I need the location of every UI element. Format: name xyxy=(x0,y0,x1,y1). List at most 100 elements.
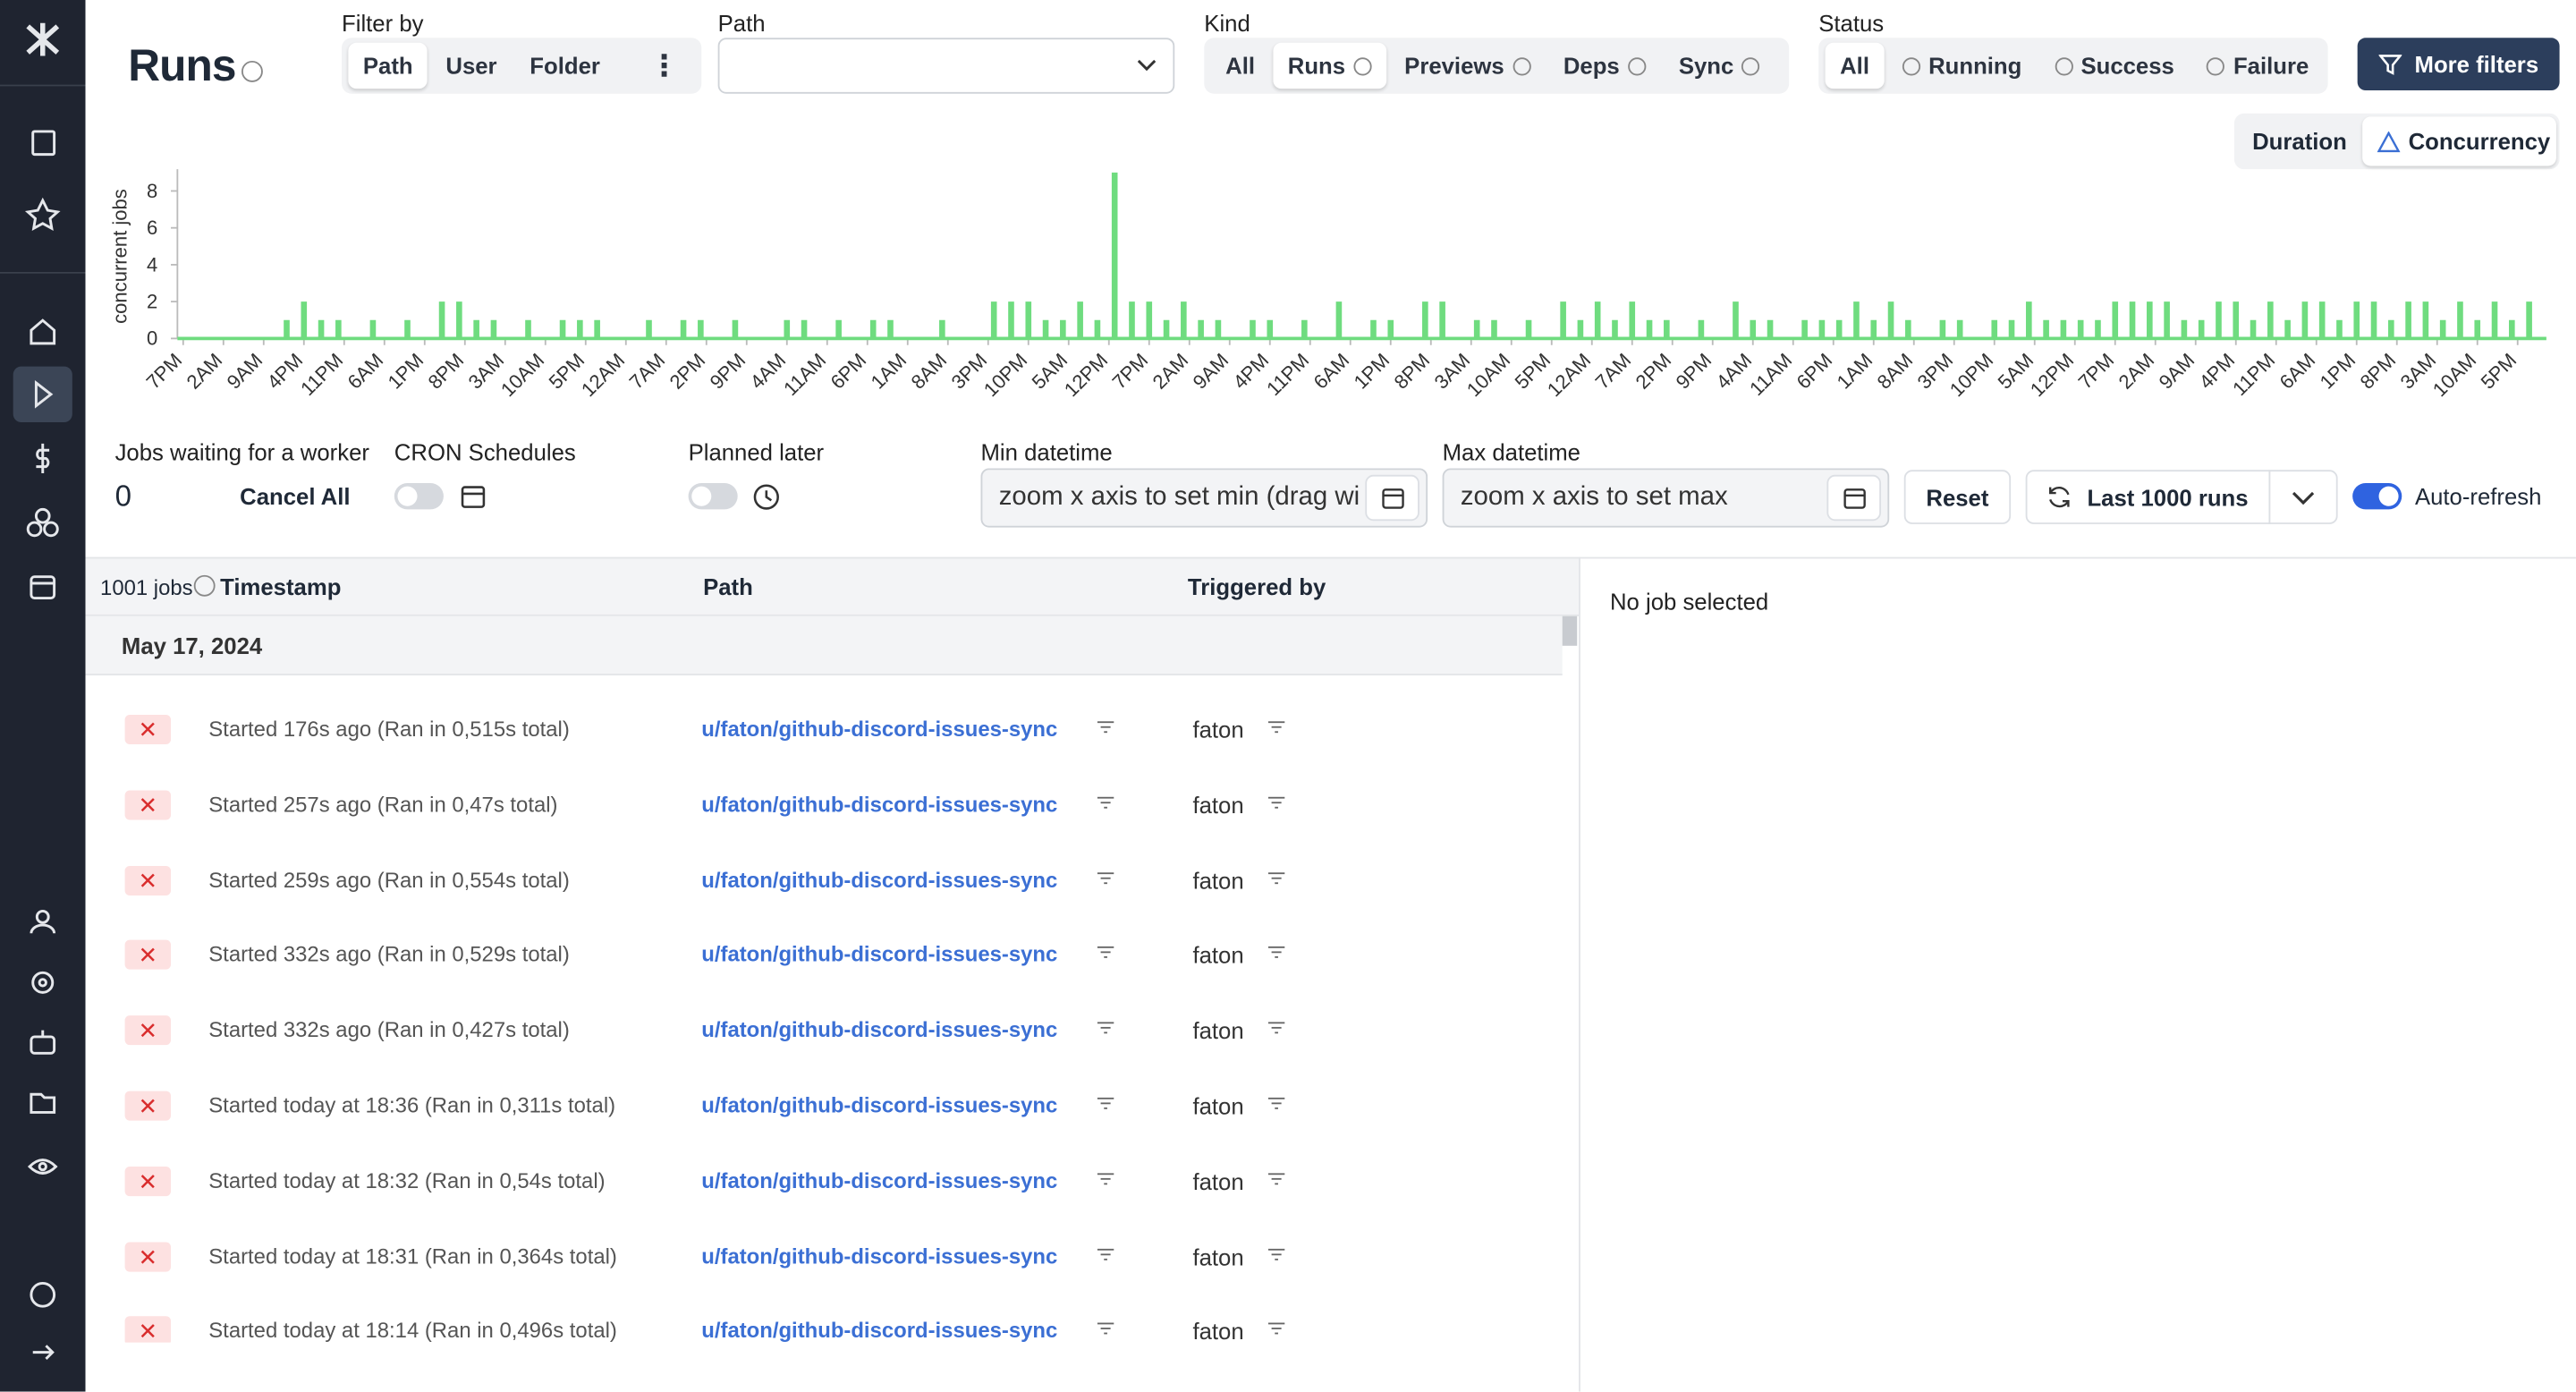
icon[interactable] xyxy=(35,909,50,924)
option[interactable]: Running xyxy=(1887,43,2037,89)
option[interactable]: Previews xyxy=(1390,43,1546,89)
filter-icon[interactable] xyxy=(1267,1248,1285,1263)
info-icon[interactable] xyxy=(193,574,216,597)
failure-badge: ✕ xyxy=(124,1015,172,1046)
path-link[interactable]: u/faton/github-discord-issues-sync xyxy=(701,1318,1058,1343)
last-runs-button[interactable]: Last 1000 runs xyxy=(2025,470,2271,524)
more-menu[interactable]: ⋮ xyxy=(648,48,680,81)
bar xyxy=(784,319,791,339)
path-link[interactable]: u/faton/github-discord-issues-sync xyxy=(701,1092,1058,1117)
clock-icon[interactable] xyxy=(752,483,780,511)
job-row[interactable]: ✕ Started 332s ago (Ran in 0,427s total) u… xyxy=(86,993,1563,1068)
option[interactable]: User xyxy=(445,52,497,80)
option[interactable]: All xyxy=(1825,42,1885,89)
path-link[interactable]: u/faton/github-discord-issues-sync xyxy=(701,791,1058,817)
icon[interactable] xyxy=(31,130,56,157)
filter-icon[interactable] xyxy=(1097,946,1114,963)
bar xyxy=(594,319,600,339)
job-row[interactable]: ✕ Started 257s ago (Ran in 0,47s total) u/… xyxy=(86,767,1563,842)
job-row[interactable]: ✕ Started today at 18:36 (Ran in 0,311s t… xyxy=(86,1068,1563,1143)
auto-refresh-toggle[interactable] xyxy=(2352,482,2402,510)
option[interactable]: Duration xyxy=(2252,128,2347,155)
bar xyxy=(1646,319,1653,339)
path-link[interactable]: u/faton/github-discord-issues-sync xyxy=(701,1017,1058,1042)
path-link[interactable]: u/faton/github-discord-issues-sync xyxy=(701,716,1058,742)
min-datetime-input[interactable]: zoom x axis to set min (drag wi xyxy=(980,468,1428,528)
icon[interactable] xyxy=(36,443,50,473)
icon[interactable] xyxy=(34,507,51,524)
filter-icon[interactable] xyxy=(1267,946,1285,963)
planned-toggle[interactable] xyxy=(688,482,738,510)
option[interactable]: Success xyxy=(2040,43,2190,89)
dropdown-button[interactable] xyxy=(2268,470,2338,524)
option[interactable]: Path xyxy=(348,42,428,89)
icon[interactable] xyxy=(30,1281,56,1308)
filter-icon[interactable] xyxy=(1267,1173,1285,1188)
job-row[interactable]: ✕ Started today at 18:32 (Ran in 0,54s to… xyxy=(86,1143,1563,1218)
calendar-icon[interactable] xyxy=(460,483,486,509)
bar xyxy=(2336,319,2343,339)
info-icon[interactable] xyxy=(241,60,263,82)
filter-icon[interactable] xyxy=(1097,721,1114,736)
icon[interactable] xyxy=(24,197,61,232)
bar xyxy=(1077,301,1083,339)
path-select[interactable] xyxy=(717,38,1175,94)
filter-icon[interactable] xyxy=(1267,1097,1285,1113)
filter-icon[interactable] xyxy=(1267,1323,1285,1338)
calendar-button[interactable] xyxy=(1826,474,1882,522)
option[interactable]: Runs xyxy=(1273,42,1386,89)
filter-by: Path User Folder ⋮ xyxy=(342,38,702,94)
icon[interactable] xyxy=(31,971,55,994)
option[interactable]: Folder xyxy=(530,52,600,80)
option[interactable]: Deps xyxy=(1548,43,1660,89)
logo[interactable] xyxy=(26,22,60,56)
option[interactable]: Failure xyxy=(2192,43,2324,89)
bar xyxy=(2060,319,2067,339)
filter-icon[interactable] xyxy=(1267,1022,1285,1038)
filter-icon[interactable] xyxy=(1267,721,1285,736)
scrollbar[interactable] xyxy=(1562,615,1578,646)
column-header[interactable]: Triggered by xyxy=(1187,573,1326,600)
filter-icon[interactable] xyxy=(1097,1097,1114,1113)
column-header[interactable]: Timestamp xyxy=(220,573,342,600)
job-row[interactable]: ✕ Started 332s ago (Ran in 0,529s total) u… xyxy=(86,918,1563,993)
job-row[interactable]: ✕ Started 259s ago (Ran in 0,554s total) u… xyxy=(86,842,1563,917)
icon[interactable] xyxy=(32,1345,55,1360)
label: Filter by xyxy=(342,10,424,37)
icon[interactable] xyxy=(27,1159,58,1175)
path-link[interactable]: u/faton/github-discord-issues-sync xyxy=(701,867,1058,892)
job-row[interactable]: ✕ Started today at 18:14 (Ran in 0,496s t… xyxy=(86,1294,1563,1343)
job-row[interactable]: ✕ Started today at 18:31 (Ran in 0,364s t… xyxy=(86,1218,1563,1294)
column-header[interactable]: Path xyxy=(703,573,753,600)
cron-toggle[interactable] xyxy=(394,482,444,510)
option[interactable]: Concurrency xyxy=(2362,116,2556,166)
calendar-button[interactable] xyxy=(1365,474,1419,522)
filter-icon[interactable] xyxy=(1097,1248,1114,1263)
reset-button[interactable]: Reset xyxy=(1903,470,2012,524)
path-link[interactable]: u/faton/github-discord-issues-sync xyxy=(701,942,1058,967)
icon[interactable] xyxy=(30,318,56,345)
bar xyxy=(2095,319,2101,339)
filter-icon[interactable] xyxy=(1267,796,1285,811)
filter-icon[interactable] xyxy=(1097,1173,1114,1188)
filter-icon[interactable] xyxy=(1097,1022,1114,1038)
icon[interactable] xyxy=(30,575,56,600)
filter-icon[interactable] xyxy=(1267,871,1285,887)
max-datetime-input[interactable]: zoom x axis to set max xyxy=(1442,468,1890,528)
option[interactable]: Sync xyxy=(1664,43,1775,89)
path-link[interactable]: u/faton/github-discord-issues-sync xyxy=(701,1243,1058,1269)
icon[interactable] xyxy=(34,379,54,409)
triggered-by: faton xyxy=(1192,1243,1244,1270)
more-filters-button[interactable]: More filters xyxy=(2357,38,2560,91)
x-tick-label: 8AM xyxy=(1873,349,1918,394)
filter-icon[interactable] xyxy=(1097,1323,1114,1338)
path-link[interactable]: u/faton/github-discord-issues-sync xyxy=(701,1167,1058,1193)
cancel-all-button[interactable]: Cancel All xyxy=(240,482,351,510)
filter-icon[interactable] xyxy=(1097,871,1114,887)
bar xyxy=(1887,301,1894,339)
icon[interactable] xyxy=(30,1092,56,1114)
filter-icon[interactable] xyxy=(1097,796,1114,811)
option[interactable]: All xyxy=(1211,43,1270,89)
job-row[interactable]: ✕ Started 176s ago (Ran in 0,515s total) u… xyxy=(86,692,1563,767)
